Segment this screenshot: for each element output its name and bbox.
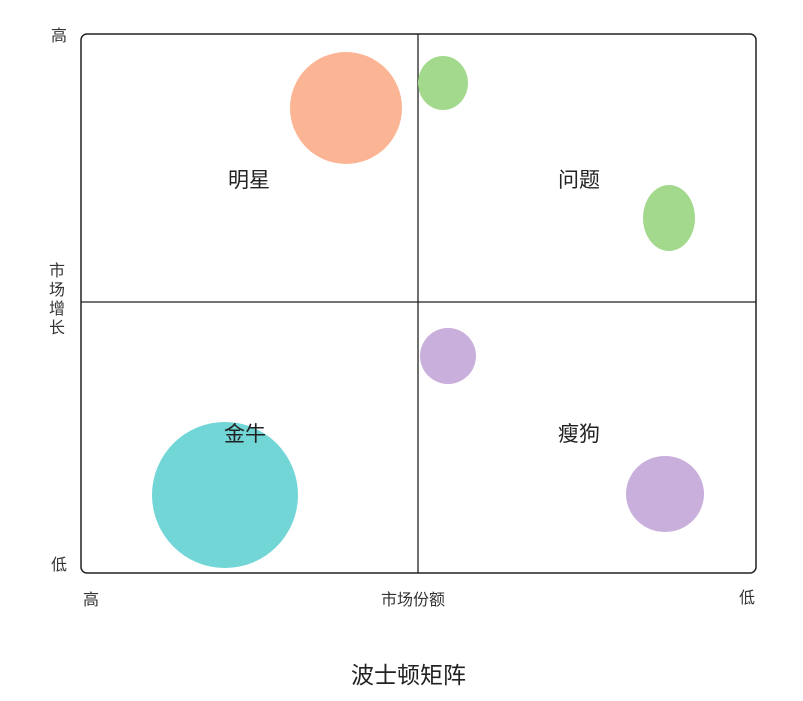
cash-cow-bubble	[152, 422, 298, 568]
quadrant-label-cash-cow: 金牛	[224, 422, 266, 446]
quadrant-label-star: 明星	[228, 168, 270, 192]
star-bubble	[290, 52, 402, 164]
dog-bubble	[626, 456, 704, 532]
y-axis-high-label: 高	[51, 26, 68, 45]
y-axis-low-label: 低	[51, 555, 68, 574]
dog-bubble-small	[420, 328, 476, 384]
question-bubble	[643, 185, 695, 251]
x-axis-title: 市场份额	[381, 590, 446, 609]
quadrant-label-dog: 瘦狗	[558, 422, 600, 446]
diagram-caption: 波士顿矩阵	[351, 663, 466, 689]
y-axis-title: 市场增长	[48, 261, 65, 337]
x-axis-low-label: 低	[739, 588, 756, 607]
quadrant-label-question: 问题	[558, 168, 600, 192]
x-axis-high-label: 高	[83, 590, 100, 609]
question-bubble-small	[418, 56, 468, 110]
